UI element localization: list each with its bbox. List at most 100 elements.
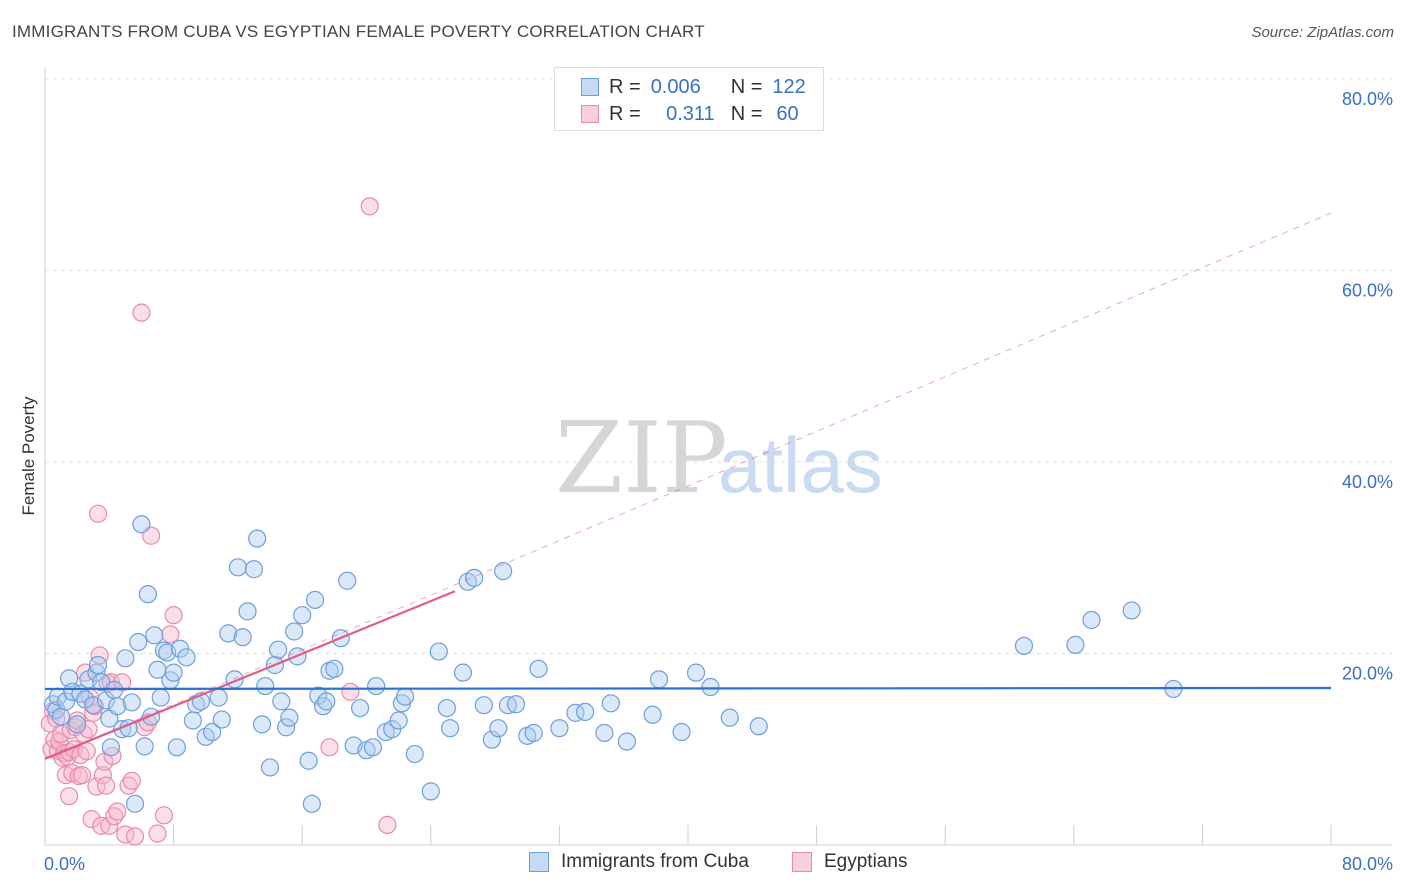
source-credit: Source: ZipAtlas.com: [1251, 24, 1394, 41]
legend-row-egyptians: R = 0.311 N = 60: [581, 101, 799, 127]
series-label-cuba: Immigrants from Cuba: [561, 851, 749, 872]
cuba-point: [489, 719, 508, 738]
egyptians-point: [108, 802, 127, 821]
cuba-point: [566, 703, 585, 722]
cuba-point: [277, 718, 296, 737]
y-axis-label: Female Poverty: [19, 396, 38, 516]
cuba-point: [529, 659, 548, 678]
cuba-point: [60, 669, 79, 688]
x-tick-label-min: 0.0%: [44, 854, 85, 874]
egyptians-point: [161, 625, 180, 644]
cuba-point: [749, 717, 768, 736]
correlation-legend: R = 0.006 N = 122 R = 0.311 N = 60: [554, 67, 824, 131]
cuba-points: [43, 515, 1183, 813]
series-label-egyptians: Egyptians: [824, 851, 908, 872]
cuba-point: [437, 698, 456, 718]
axes: [44, 67, 1392, 846]
cuba-point: [203, 722, 222, 742]
cuba-point: [550, 719, 569, 738]
cuba-point: [248, 529, 267, 548]
cuba-point: [183, 711, 202, 730]
chart-title: IMMIGRANTS FROM CUBA VS EGYPTIAN FEMALE …: [12, 22, 705, 41]
cuba-point: [56, 692, 75, 711]
cuba-point: [317, 692, 336, 711]
legend-r-value: 0.311: [666, 102, 715, 125]
cuba-point: [51, 707, 71, 726]
legend-r-value: 0.006: [650, 75, 701, 98]
cuba-point: [299, 751, 318, 770]
egyptians-point: [154, 806, 174, 825]
egyptians-points: [40, 197, 397, 846]
legend-n-label: N =: [730, 102, 763, 125]
egyptians-point: [56, 766, 75, 785]
cuba-point: [116, 649, 135, 668]
egyptians-point: [88, 504, 108, 523]
cuba-point: [672, 722, 691, 742]
cuba-point: [141, 707, 161, 726]
cuba-point: [268, 640, 288, 659]
egyptians-trend-line: [44, 590, 456, 760]
cuba-point: [405, 744, 424, 764]
watermark-zip: ZIP: [555, 402, 728, 516]
cuba-point: [465, 568, 484, 587]
cuba-point: [325, 659, 344, 678]
cuba-point: [285, 622, 304, 641]
series-legend-cuba: Immigrants from Cuba: [529, 851, 749, 873]
egyptians-point: [96, 776, 116, 795]
cuba-point: [145, 626, 164, 645]
cuba-point: [167, 738, 186, 757]
cuba-point: [122, 693, 141, 712]
egyptians-point: [320, 738, 339, 757]
cuba-point: [421, 782, 440, 801]
legend-swatch-pink: [581, 105, 599, 123]
cuba-point: [601, 694, 620, 713]
cuba-point: [88, 655, 108, 675]
cuba-point: [474, 696, 493, 715]
legend-n-value: 60: [776, 102, 799, 125]
cuba-point: [1122, 601, 1141, 620]
egyptians-point: [84, 703, 103, 722]
cuba-point: [701, 677, 720, 697]
egyptians-point: [72, 766, 92, 785]
cuba-point: [256, 676, 275, 696]
series-legend: Immigrants from Cuba Egyptians: [0, 851, 1406, 879]
cuba-point: [338, 571, 357, 590]
tick-labels: 20.0% 40.0% 60.0% 80.0% 0.0% 80.0%: [44, 89, 1393, 874]
cuba-point: [494, 562, 513, 581]
y-tick-label: 40.0%: [1342, 472, 1393, 492]
egyptians-trend-extension: [44, 212, 1332, 760]
cuba-point: [177, 648, 196, 667]
cuba-point: [305, 590, 325, 609]
trend-lines: [44, 212, 1332, 760]
series-swatch-pink: [792, 852, 812, 872]
cuba-point: [1014, 636, 1034, 655]
cuba-point: [524, 723, 543, 743]
cuba-point: [233, 628, 252, 647]
x-tick-label-max: 80.0%: [1342, 854, 1393, 874]
cuba-point: [506, 695, 526, 714]
cuba-point: [649, 670, 669, 689]
cuba-point: [686, 663, 706, 682]
cuba-point: [293, 606, 312, 625]
cuba-point: [260, 758, 280, 777]
cuba-point: [429, 642, 448, 661]
cuba-point: [212, 710, 231, 729]
cuba-point: [132, 515, 151, 534]
cuba-point: [138, 585, 157, 604]
cuba-point: [440, 719, 460, 738]
cuba-point: [643, 705, 662, 724]
cuba-point: [228, 558, 247, 577]
cuba-point: [244, 560, 264, 579]
legend-n-value: 122: [772, 75, 806, 98]
egyptians-point: [82, 810, 101, 829]
y-tick-label: 60.0%: [1342, 281, 1393, 301]
cuba-point: [720, 708, 739, 727]
cuba-point: [363, 738, 383, 757]
cuba-point: [151, 688, 170, 707]
legend-swatch-blue: [581, 78, 599, 96]
cuba-point: [219, 624, 238, 643]
legend-r-label: R =: [609, 75, 641, 98]
egyptians-point: [132, 303, 151, 322]
grid-lines: [45, 78, 1392, 654]
cuba-point: [280, 708, 299, 727]
